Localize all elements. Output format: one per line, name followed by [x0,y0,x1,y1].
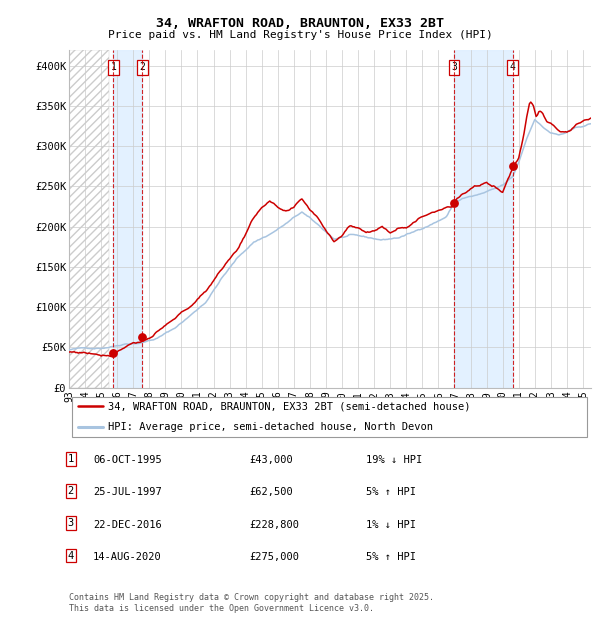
Text: 1: 1 [68,454,74,464]
Text: 14-AUG-2020: 14-AUG-2020 [93,552,162,562]
Text: 4: 4 [68,551,74,560]
Text: 06-OCT-1995: 06-OCT-1995 [93,455,162,465]
Bar [454,50,512,388]
Text: HPI: Average price, semi-detached house, North Devon: HPI: Average price, semi-detached house,… [108,422,433,432]
Text: Price paid vs. HM Land Registry's House Price Index (HPI): Price paid vs. HM Land Registry's House … [107,30,493,40]
Text: 2: 2 [139,62,145,73]
Text: 34, WRAFTON ROAD, BRAUNTON, EX33 2BT (semi-detached house): 34, WRAFTON ROAD, BRAUNTON, EX33 2BT (se… [108,401,470,412]
Text: 5% ↑ HPI: 5% ↑ HPI [366,552,416,562]
Text: 25-JUL-1997: 25-JUL-1997 [93,487,162,497]
Text: £275,000: £275,000 [249,552,299,562]
Point [137,332,147,342]
Text: 5% ↑ HPI: 5% ↑ HPI [366,487,416,497]
Text: 3: 3 [451,62,457,73]
Text: 1% ↓ HPI: 1% ↓ HPI [366,520,416,529]
Text: £43,000: £43,000 [249,455,293,465]
Text: 3: 3 [68,518,74,528]
Text: £228,800: £228,800 [249,520,299,529]
Text: Contains HM Land Registry data © Crown copyright and database right 2025.
This d: Contains HM Land Registry data © Crown c… [69,593,434,613]
Text: 22-DEC-2016: 22-DEC-2016 [93,520,162,529]
FancyBboxPatch shape [71,397,587,436]
Bar [113,50,142,388]
Point [109,348,118,358]
Text: 4: 4 [509,62,515,73]
Text: 1: 1 [110,62,116,73]
Point [449,198,459,208]
Text: 2: 2 [68,486,74,496]
Point [508,161,517,171]
Text: 19% ↓ HPI: 19% ↓ HPI [366,455,422,465]
Text: £62,500: £62,500 [249,487,293,497]
Text: 34, WRAFTON ROAD, BRAUNTON, EX33 2BT: 34, WRAFTON ROAD, BRAUNTON, EX33 2BT [156,17,444,30]
